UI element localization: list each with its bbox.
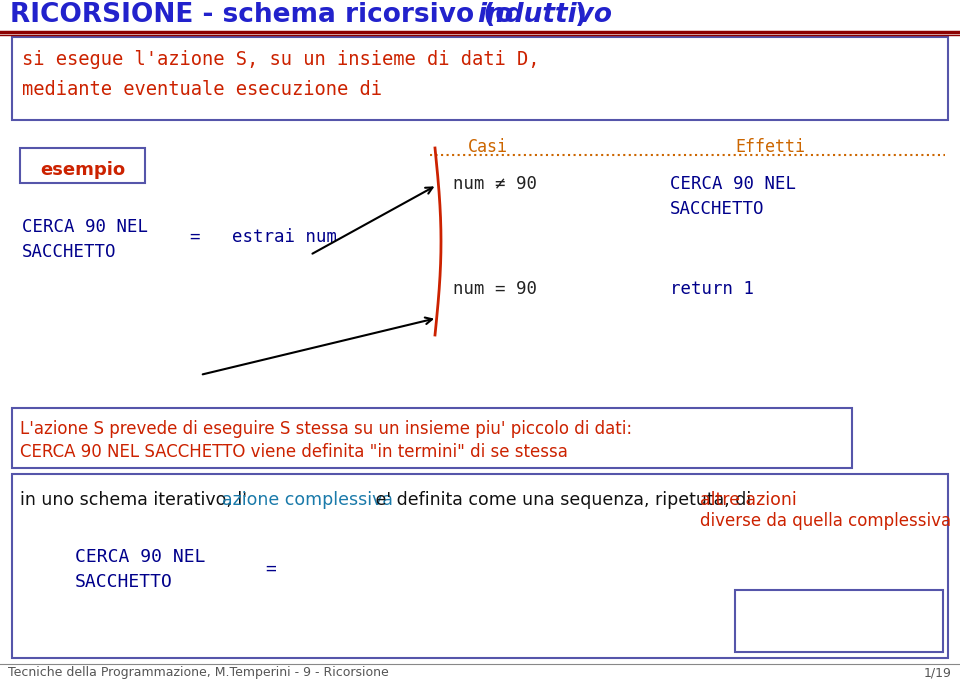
Text: ricorsivo: ricorsivo xyxy=(801,627,877,645)
Text: e' definita come una sequenza, ripetuta, di: e' definita come una sequenza, ripetuta,… xyxy=(370,491,756,509)
Text: CERCA 90 NEL: CERCA 90 NEL xyxy=(22,218,148,236)
Text: induttivo: induttivo xyxy=(477,2,612,28)
Bar xyxy=(12,408,852,468)
Text: L'azione S prevede di eseguire S stessa su un insieme piu' piccolo di dati:: L'azione S prevede di eseguire S stessa … xyxy=(20,420,632,438)
Text: Tecniche della Programmazione, M.Temperini - 9 - Ricorsione: Tecniche della Programmazione, M.Temperi… xyxy=(8,666,389,679)
Text: mediante eventuale esecuzione di: mediante eventuale esecuzione di xyxy=(22,80,382,99)
Text: return 1: return 1 xyxy=(670,280,754,298)
Text: Effetti: Effetti xyxy=(735,138,805,156)
Text: SACCHETTO: SACCHETTO xyxy=(670,200,764,218)
Text: Casi: Casi xyxy=(468,138,508,156)
Text: CERCA 90 NEL SACCHETTO viene definita "in termini" di se stessa: CERCA 90 NEL SACCHETTO viene definita "i… xyxy=(20,443,568,461)
Text: SACCHETTO: SACCHETTO xyxy=(75,573,173,591)
Bar xyxy=(20,148,145,183)
Text: no, questo non e': no, questo non e' xyxy=(760,603,917,621)
Text: 1/19: 1/19 xyxy=(924,666,952,679)
Bar xyxy=(735,590,943,652)
Text: esempio: esempio xyxy=(40,161,126,179)
Text: CERCA 90 NEL: CERCA 90 NEL xyxy=(670,175,796,193)
Text: si esegue l'azione S, su un insieme di dati D,: si esegue l'azione S, su un insieme di d… xyxy=(22,50,540,69)
Text: =   estrai num: = estrai num xyxy=(190,228,337,246)
Text: num = 90: num = 90 xyxy=(453,280,537,298)
Text: in uno schema iterativo, l': in uno schema iterativo, l' xyxy=(20,491,247,509)
Text: CERCA 90 NEL: CERCA 90 NEL xyxy=(75,548,205,566)
Text: ): ) xyxy=(575,2,587,28)
Bar xyxy=(12,37,948,120)
Text: RICORSIONE - schema ricorsivo (o: RICORSIONE - schema ricorsivo (o xyxy=(10,2,522,28)
Text: =: = xyxy=(265,560,276,578)
Text: altre azioni: altre azioni xyxy=(700,491,797,509)
Text: num ≠ 90: num ≠ 90 xyxy=(453,175,537,193)
Bar xyxy=(12,474,948,658)
Text: SACCHETTO: SACCHETTO xyxy=(22,243,116,261)
Text: azione complessiva: azione complessiva xyxy=(222,491,393,509)
Text: diverse da quella complessiva: diverse da quella complessiva xyxy=(700,512,951,530)
